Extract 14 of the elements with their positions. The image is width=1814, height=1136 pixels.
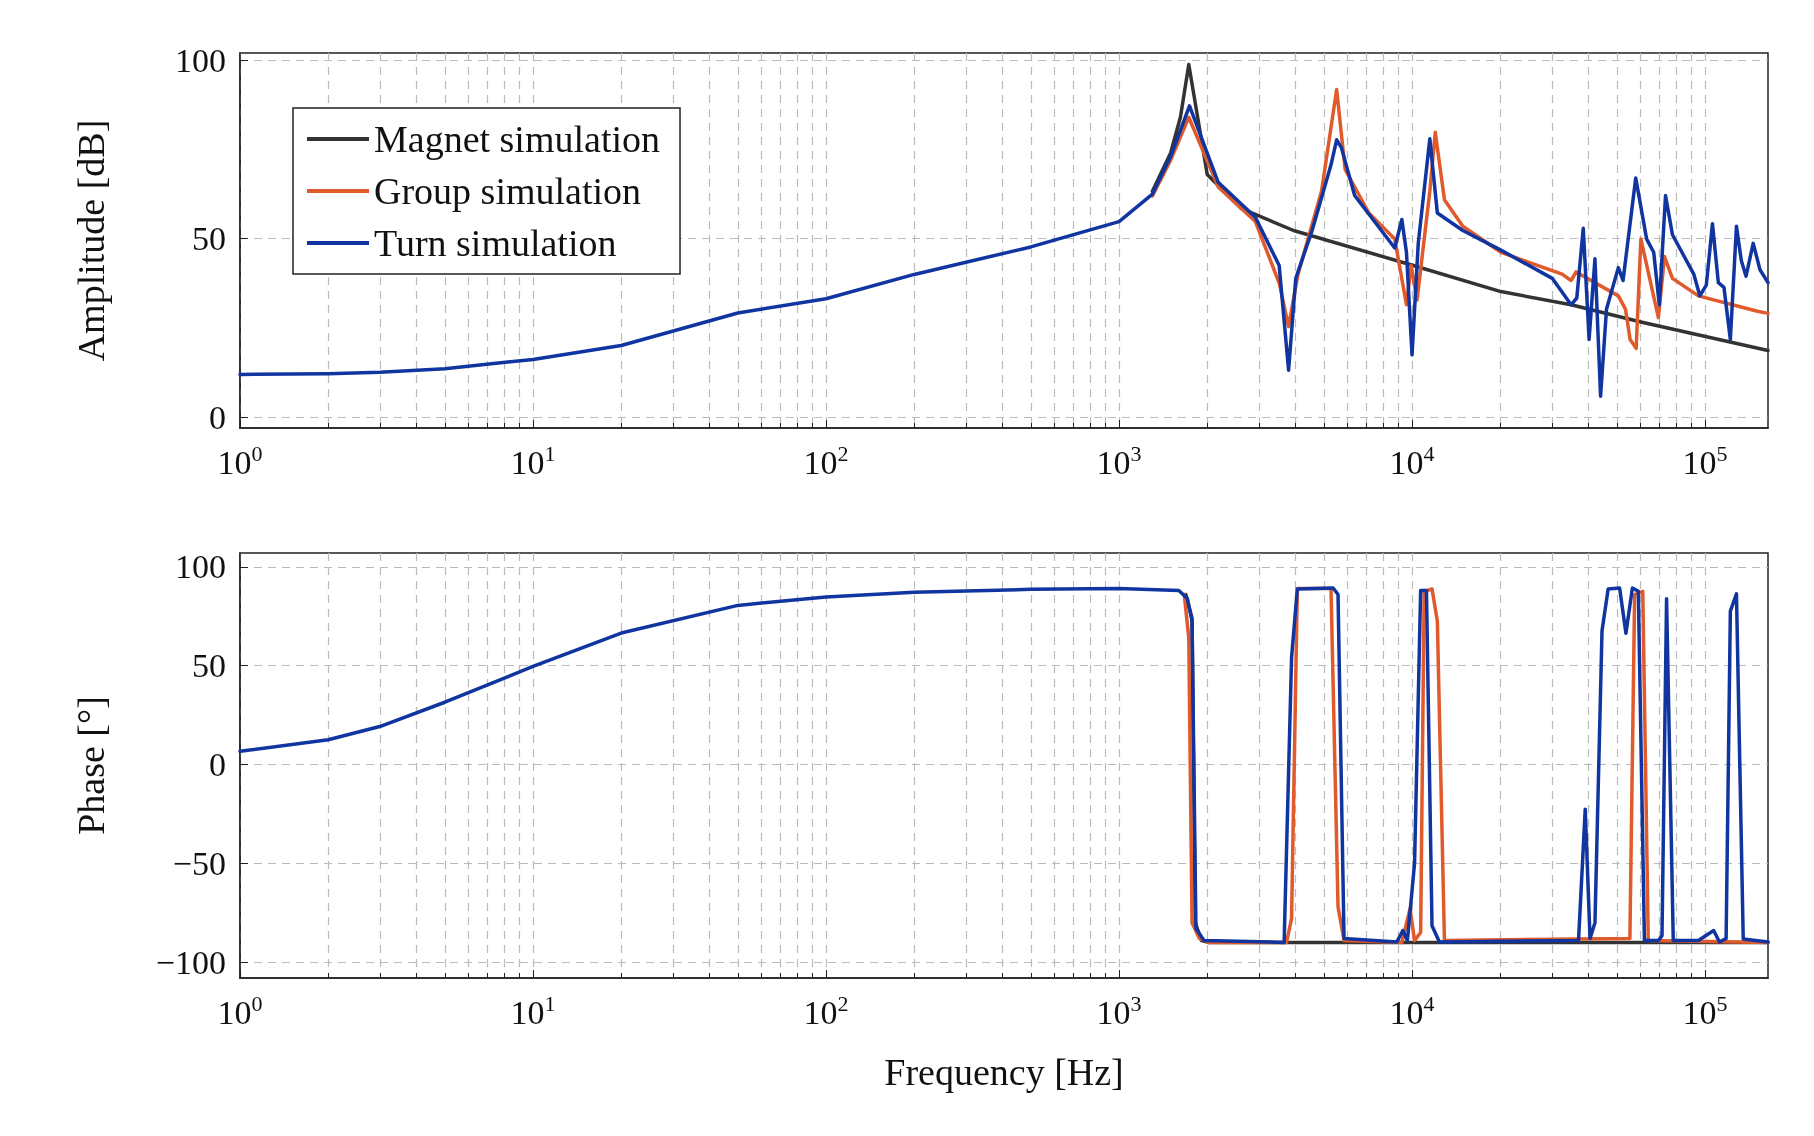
y-tick-label: 0: [209, 746, 226, 784]
y-tick-label: 0: [209, 398, 226, 436]
y-axis-title: Phase [°]: [70, 696, 112, 835]
legend-label: Group simulation: [374, 170, 642, 212]
legend-label: Turn simulation: [374, 222, 617, 264]
x-axis-title: Frequency [Hz]: [884, 1051, 1124, 1093]
y-tick-label: 100: [175, 41, 226, 79]
legend-label: Magnet simulation: [374, 118, 661, 160]
y-tick-label: 50: [192, 647, 226, 685]
y-tick-label: −100: [155, 943, 226, 981]
y-axis-title: Amplitude [dB]: [70, 119, 112, 362]
y-tick-label: −50: [172, 844, 226, 882]
y-tick-label: 50: [192, 220, 226, 258]
y-tick-label: 100: [175, 548, 226, 586]
